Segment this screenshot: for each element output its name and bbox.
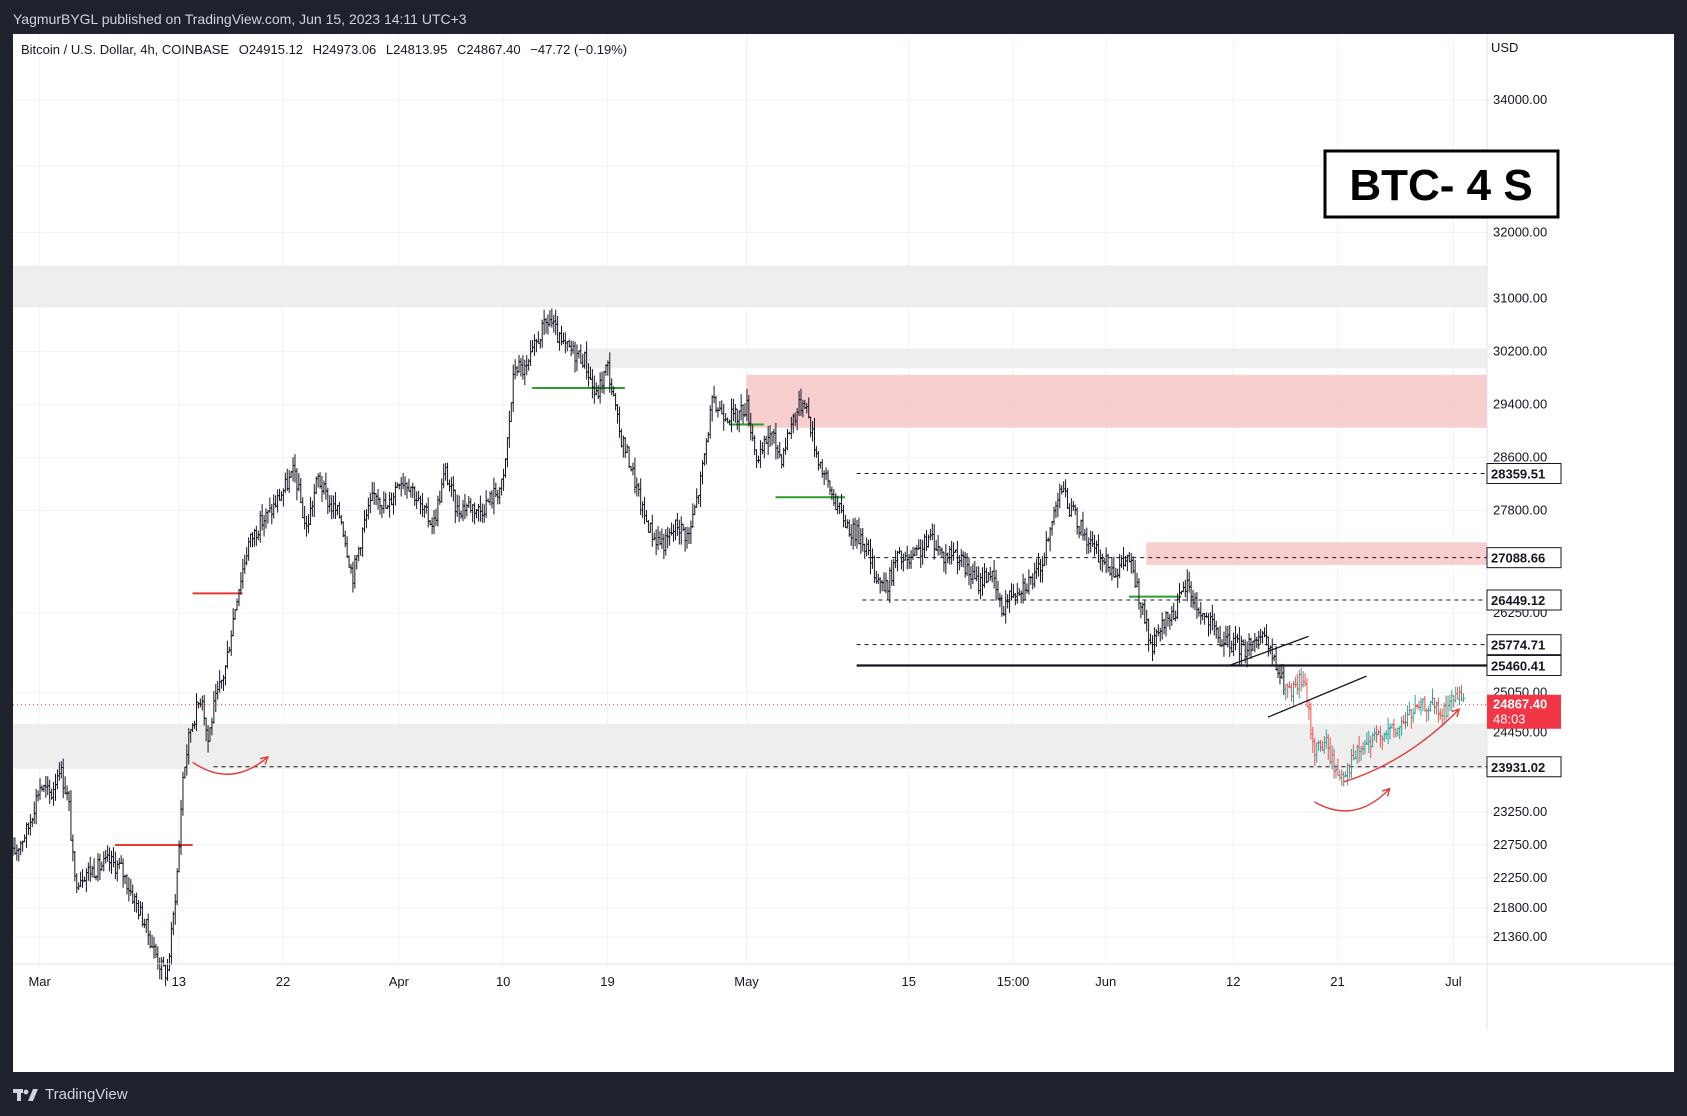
trendline (1227, 635, 1309, 667)
price-tick-label: 21800.00 (1493, 900, 1547, 915)
arrow-head (1451, 708, 1461, 718)
legend: Bitcoin / U.S. Dollar, 4h, COINBASE O249… (21, 42, 627, 57)
chart-frame: USD 34000.0033000.0032000.0031000.003020… (11, 34, 1674, 1072)
arrow-head (1381, 787, 1391, 797)
time-tick-label: Jun (1095, 974, 1116, 989)
footer-bar: TradingView (0, 1072, 1687, 1116)
time-tick-label: 15 (902, 974, 916, 989)
last-price-value: 24867.40 (1493, 697, 1547, 712)
price-tick-label: 30200.00 (1493, 344, 1547, 359)
price-tick-label: 22750.00 (1493, 837, 1547, 852)
zones-layer (13, 265, 1487, 769)
time-tick-label: Jul (1445, 974, 1462, 989)
curved-arrow (192, 756, 269, 775)
time-tick-label: 15:00 (997, 974, 1030, 989)
time-tick-label: Apr (389, 974, 410, 989)
red-zone (1146, 542, 1487, 565)
time-tick-label: 19 (600, 974, 614, 989)
price-tick-label: 27800.00 (1493, 503, 1547, 518)
time-tick-label: 13 (171, 974, 185, 989)
drawings-layer (192, 635, 1461, 812)
annotation-box[interactable]: BTC- 4 S (1323, 149, 1560, 219)
price-tick-label: 34000.00 (1493, 92, 1547, 107)
candles-layer (11, 308, 1466, 987)
level-tag-bg (1486, 756, 1562, 778)
price-tick-label: 32000.00 (1493, 224, 1547, 239)
price-chart[interactable]: USD 34000.0033000.0032000.0031000.003020… (11, 34, 1674, 1072)
time-tick-label: 21 (1330, 974, 1344, 989)
annotation-text: BTC- 4 S (1349, 161, 1532, 210)
time-axis-ticks[interactable]: Mar 13 22 Apr 10 19 May 15 15:00 Jun 12 21 Jul (28, 974, 1461, 989)
price-tick-label: 22250.00 (1493, 870, 1547, 885)
price-tick-label: 21360.00 (1493, 929, 1547, 944)
level-tags: 28359.51 27088.66 26449.12 25774.71 25460.41… (1486, 463, 1562, 778)
time-tick-label: 10 (496, 974, 510, 989)
publisher-bar: YagmurBYGL published on TradingView.com,… (0, 0, 1687, 34)
grey-zone (584, 348, 1487, 369)
legend-high: H24973.06 (313, 42, 377, 57)
legend-open: O24915.12 (239, 42, 303, 57)
curved-arrow (1343, 708, 1460, 783)
legend-symbol: Bitcoin / U.S. Dollar, 4h, COINBASE (21, 42, 229, 57)
last-price-tag: 24867.40 48:03 (1487, 694, 1561, 729)
time-tick-label: Mar (28, 974, 51, 989)
level-tag-label: 26449.12 (1491, 593, 1545, 608)
price-tick-label: 23250.00 (1493, 804, 1547, 819)
level-tag-label: 28359.51 (1491, 467, 1545, 482)
arrow-head (259, 755, 270, 765)
time-tick-label: 12 (1226, 974, 1240, 989)
last-price-countdown: 48:03 (1493, 712, 1526, 727)
legend-change: −47.72 (−0.19%) (530, 42, 627, 57)
level-tag-label: 25460.41 (1491, 658, 1545, 673)
level-tag-label: 27088.66 (1491, 551, 1545, 566)
tradingview-icon (13, 1088, 38, 1101)
levels-layer (114, 387, 1674, 846)
level-tag-label: 23931.02 (1491, 760, 1545, 775)
level-tag-bg (1486, 654, 1562, 676)
level-tag-bg (1486, 589, 1562, 611)
level-tag-label: 25774.71 (1491, 638, 1545, 653)
curved-arrow (1313, 788, 1391, 812)
red-zone (746, 374, 1487, 428)
legend-low: L24813.95 (386, 42, 447, 57)
price-tick-label: 28600.00 (1493, 450, 1547, 465)
time-tick-label: 22 (276, 974, 290, 989)
price-tick-label: 29400.00 (1493, 397, 1547, 412)
level-tag-bg (1486, 547, 1562, 569)
grid-lines (13, 34, 1487, 964)
legend-close: C24867.40 (457, 42, 521, 57)
level-tag-bg (1486, 634, 1562, 656)
price-tick-label: 31000.00 (1493, 291, 1547, 306)
level-tag-bg (1486, 463, 1562, 485)
currency-label: USD (1491, 40, 1518, 55)
trendline (1267, 675, 1367, 718)
time-tick-label: May (734, 974, 759, 989)
grey-zone (13, 265, 1487, 308)
brand-name: TradingView (45, 1086, 128, 1103)
publisher-line: YagmurBYGL published on TradingView.com,… (13, 11, 467, 27)
grey-zone (13, 723, 1487, 769)
svg-text:Bitcoin / U.S. Dollar, 4h, COI: Bitcoin / U.S. Dollar, 4h, COINBASE O249… (21, 42, 627, 57)
tradingview-logo[interactable]: TradingView (13, 1086, 128, 1103)
